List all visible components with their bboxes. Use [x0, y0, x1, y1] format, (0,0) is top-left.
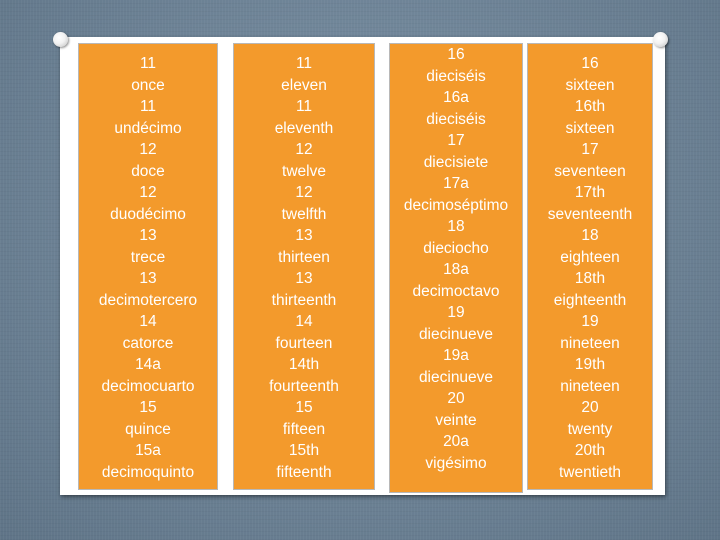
list-item: 16a [443, 89, 469, 106]
pushpin-right-icon [653, 32, 668, 47]
list-item: 11 [295, 55, 313, 72]
list-item: 15 [295, 399, 313, 416]
list-item: undécimo [114, 119, 182, 137]
list-item: 14 [139, 313, 157, 330]
list-item: 11 [295, 98, 313, 115]
list-item: quince [125, 420, 171, 438]
list-item: 11 [139, 98, 157, 115]
list-item: 14th [288, 356, 320, 373]
list-item: 20th [574, 442, 606, 459]
list-item: 18 [447, 218, 465, 235]
list-item: 17 [447, 132, 465, 149]
list-item: 17 [581, 141, 599, 158]
spanish-column-16-20: 16 dieciséis 16a dieciséis 17 diecisiete… [389, 43, 523, 493]
list-item: 12 [295, 184, 313, 201]
english-column-11-15: 11 eleven 11 eleventh 12 twelve 12 twelf… [233, 43, 375, 490]
list-item: trece [130, 248, 166, 266]
list-item: 18th [574, 270, 606, 287]
list-item: twelfth [281, 205, 327, 223]
list-item: fourteen [275, 334, 333, 352]
list-item: catorce [122, 334, 174, 352]
list-item: decimoquinto [101, 463, 195, 481]
list-item: sixteen [565, 119, 615, 137]
list-item: diecisiete [423, 153, 489, 171]
list-item: fifteenth [276, 463, 332, 481]
list-item: 20 [447, 390, 465, 407]
pushpin-left-icon [53, 32, 68, 47]
list-item: 20 [581, 399, 599, 416]
list-item: twelve [282, 162, 326, 180]
list-item: vigésimo [425, 454, 487, 472]
list-item: 11 [139, 55, 157, 72]
list-item: 18a [443, 261, 469, 278]
list-item: eleven [281, 76, 327, 94]
list-item: 12 [295, 141, 313, 158]
list-item: 14a [135, 356, 161, 373]
list-item: 16 [581, 55, 599, 72]
list-item: diecinueve [418, 368, 494, 386]
list-item: dieciséis [426, 67, 486, 85]
list-item: 14 [295, 313, 313, 330]
list-item: fifteen [282, 420, 326, 438]
list-item: twentieth [558, 463, 622, 481]
list-item: 16th [574, 98, 606, 115]
list-item: 18 [581, 227, 599, 244]
list-item: thirteen [278, 248, 330, 266]
list-item: seventeenth [547, 205, 633, 223]
list-item: twenty [567, 420, 613, 438]
list-item: doce [131, 162, 165, 180]
list-item: 17a [443, 175, 469, 192]
list-item: 15a [135, 442, 161, 459]
list-item: sixteen [565, 76, 615, 94]
list-item: nineteen [560, 334, 620, 352]
list-item: decimocuarto [101, 377, 195, 395]
list-item: fourteenth [269, 377, 339, 395]
list-item: eighteenth [553, 291, 627, 309]
list-item: veinte [435, 411, 477, 429]
list-item: 12 [139, 184, 157, 201]
list-item: thirteenth [271, 291, 337, 309]
list-item: 13 [139, 270, 157, 287]
list-item: 20a [443, 433, 469, 450]
list-item: 19a [443, 347, 469, 364]
list-item: 17th [574, 184, 606, 201]
list-item: nineteen [560, 377, 620, 395]
list-item: 19 [581, 313, 599, 330]
list-item: dieciocho [423, 239, 489, 257]
list-item: decimoctavo [412, 282, 500, 300]
list-item: decimotercero [98, 291, 198, 309]
list-item: 15 [139, 399, 157, 416]
list-item: 13 [295, 270, 313, 287]
list-item: 19th [574, 356, 606, 373]
list-item: dieciséis [426, 110, 486, 128]
spanish-column-11-15: 11 once 11 undécimo 12 doce 12 duodécimo… [78, 43, 218, 490]
list-item: 12 [139, 141, 157, 158]
list-item: 16 [447, 46, 465, 63]
english-column-16-20: 16 sixteen 16th sixteen 17 seventeen 17t… [527, 43, 653, 490]
list-item: 13 [139, 227, 157, 244]
list-item: seventeen [554, 162, 626, 180]
list-item: eighteen [560, 248, 620, 266]
list-item: duodécimo [110, 205, 186, 223]
list-item: diecinueve [418, 325, 494, 343]
list-item: eleventh [274, 119, 334, 137]
list-item: 15th [288, 442, 320, 459]
list-item: once [131, 76, 165, 94]
list-item: 19 [447, 304, 465, 321]
list-item: decimoséptimo [403, 196, 509, 214]
list-item: 13 [295, 227, 313, 244]
